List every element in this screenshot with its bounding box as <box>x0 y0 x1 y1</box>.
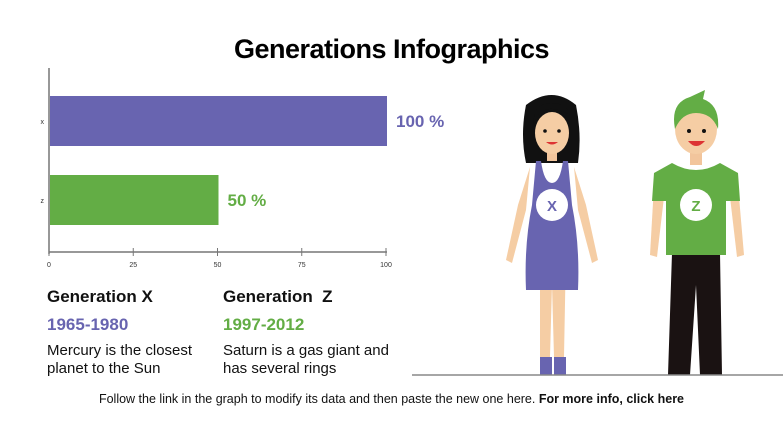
category-label: x <box>41 119 45 126</box>
data-label: 50 % <box>228 191 267 210</box>
woman-character-x: X <box>506 95 598 375</box>
generation-z-years: 1997-2012 <box>223 315 305 334</box>
bar-z[interactable] <box>50 175 219 225</box>
man-character-z: Z <box>650 90 744 375</box>
bar-x[interactable] <box>50 96 387 146</box>
badge-z: Z <box>691 198 700 215</box>
generation-z-name: Generation Z <box>223 287 333 306</box>
footer-note: Follow the link in the graph to modify i… <box>0 392 783 406</box>
generation-z-description: Saturn is a gas giant and has several ri… <box>223 342 389 377</box>
badge-x: X <box>547 198 557 215</box>
footer-text: Follow the link in the graph to modify i… <box>98 392 539 406</box>
generation-x-description: Mercury is the closest planet to the Sun <box>47 342 193 377</box>
x-tick-label: 75 <box>298 262 306 269</box>
characters-illustration: X Z <box>412 90 783 376</box>
category-label: z <box>41 198 45 205</box>
generation-x-name: Generation X <box>47 287 153 306</box>
x-tick-label: 100 <box>380 262 392 269</box>
x-tick-label: 0 <box>47 262 51 269</box>
data-label: 100 % <box>396 112 444 131</box>
generation-x-block: Generation X 1965-1980 Mercury is the cl… <box>47 287 222 378</box>
bar-chart[interactable]: 0 25 50 75 100 x 100 % z 50 % <box>0 0 460 280</box>
x-tick-label: 25 <box>129 262 137 269</box>
more-info-link[interactable]: For more info, click here <box>538 392 685 406</box>
page-title: Generations Infographics <box>233 34 550 64</box>
generation-z-block: Generation Z 1997-2012 Saturn is a gas g… <box>223 287 398 378</box>
x-tick-label: 50 <box>214 262 222 269</box>
generation-x-years: 1965-1980 <box>47 315 129 334</box>
